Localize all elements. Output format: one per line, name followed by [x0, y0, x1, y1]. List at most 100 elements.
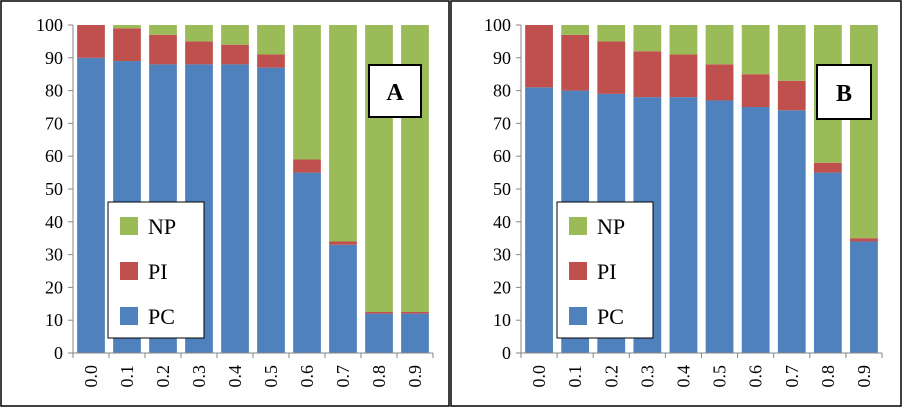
legend-swatch-np [120, 217, 138, 235]
x-tick-label: 0.9 [405, 365, 425, 388]
bar-pc [401, 313, 429, 353]
legend-swatch-np [569, 217, 587, 235]
x-tick-label: 0.7 [782, 365, 802, 388]
y-tick-label: 10 [493, 310, 511, 330]
bar-pc [705, 100, 734, 353]
bar-pi [257, 54, 285, 68]
bar-pc [850, 241, 878, 353]
y-tick-label: 80 [493, 81, 511, 101]
x-tick-label: 0.3 [189, 365, 209, 388]
bar-pi [113, 28, 141, 62]
y-tick-label: 10 [45, 310, 63, 330]
bar-pc [669, 97, 698, 353]
bar-np [329, 25, 357, 242]
legend-label-pi: PI [597, 259, 617, 284]
bar-pi [850, 238, 878, 242]
y-tick-label: 60 [45, 146, 63, 166]
y-tick-label: 30 [493, 245, 511, 265]
legend-swatch-pi [120, 262, 138, 280]
x-tick-label: 0.1 [565, 365, 585, 388]
bar-pi [329, 241, 357, 245]
panel-a-border [0, 0, 450, 407]
bar-pc [257, 67, 285, 353]
x-tick-label: 0.8 [369, 365, 389, 388]
legend-swatch-pi [569, 262, 587, 280]
chart-panel-a: 0 10 20 30 40 50 60 70 80 90 100 0.0 0.1 0.2 0.3 0.4 0.5… [36, 15, 434, 388]
legend: NP PI PC [556, 201, 654, 339]
y-tick-label: 70 [493, 113, 511, 133]
x-tick-label: 0.2 [601, 365, 621, 388]
bar-pc [293, 172, 321, 353]
y-tick-label: 0 [502, 343, 511, 363]
y-tick-label: 30 [45, 245, 63, 265]
bar-np [777, 25, 806, 81]
x-tick-label: 0.6 [746, 365, 766, 388]
bar-pi [77, 25, 105, 58]
bar-np [185, 25, 213, 42]
bar-np [561, 25, 590, 35]
bar-np [113, 25, 141, 29]
panel-label: B [836, 81, 852, 107]
bar-np [669, 25, 698, 55]
x-tick-label: 0.8 [818, 365, 838, 388]
legend-swatch-pc [120, 307, 138, 325]
x-tick-label: 0.0 [81, 365, 101, 388]
legend-label-np: NP [597, 214, 625, 239]
x-tick-label: 0.3 [637, 365, 657, 388]
x-tick-label: 0.5 [710, 365, 730, 388]
x-tick-label: 0.9 [854, 365, 874, 388]
x-tick-label: 0.1 [117, 365, 137, 388]
legend-label-pc: PC [148, 304, 175, 329]
y-tick-label: 100 [36, 15, 63, 35]
panel-label: A [386, 80, 404, 106]
bar-pi [705, 64, 734, 101]
panel-label-box [368, 64, 422, 118]
bar-pi [813, 162, 842, 173]
bar-np [597, 25, 626, 42]
bar-pi [597, 41, 626, 94]
bar-pi [149, 34, 177, 65]
y-tick-label: 0 [54, 343, 63, 363]
bar-np [705, 25, 734, 65]
chart-panel-b: 0 10 20 30 40 50 60 70 80 90 100 0.0 0.1 0.2 0.3 0.4 0.5… [484, 15, 883, 388]
bar-pc [77, 57, 105, 354]
y-tick-label: 40 [493, 212, 511, 232]
bar-pi [401, 312, 429, 314]
bar-np [850, 25, 878, 239]
panel-label-box [816, 64, 872, 120]
y-tick-label: 20 [493, 277, 511, 297]
y-tick-label: 70 [45, 113, 63, 133]
bar-pc [329, 244, 357, 353]
bar-pc [221, 64, 249, 354]
panel-b-border [450, 0, 902, 407]
legend: NP PI PC [107, 201, 205, 339]
y-tick-label: 100 [484, 15, 511, 35]
bar-np [221, 25, 249, 45]
bar-pi [669, 54, 698, 98]
y-tick-label: 80 [45, 81, 63, 101]
bar-pi [777, 80, 806, 111]
bar-pi [185, 41, 213, 65]
y-tick-label: 50 [45, 179, 63, 199]
y-tick-label: 20 [45, 277, 63, 297]
legend-label-np: NP [148, 214, 176, 239]
bar-pc [365, 313, 393, 353]
y-tick-label: 60 [493, 146, 511, 166]
x-tick-label: 0.4 [225, 365, 245, 388]
bar-pc [525, 87, 553, 353]
y-tick-label: 90 [45, 48, 63, 68]
bar-pc [741, 107, 770, 353]
y-tick-label: 40 [45, 212, 63, 232]
bar-pc [777, 110, 806, 353]
x-tick-label: 0.7 [333, 365, 353, 388]
bar-pi [293, 159, 321, 173]
y-tick-label: 90 [493, 48, 511, 68]
bar-pi [633, 51, 662, 98]
bar-pi [365, 312, 393, 314]
bar-pi [741, 74, 770, 107]
legend-label-pi: PI [148, 259, 168, 284]
bar-pi [221, 44, 249, 65]
bar-np [293, 25, 321, 160]
x-tick-label: 0.6 [297, 365, 317, 388]
